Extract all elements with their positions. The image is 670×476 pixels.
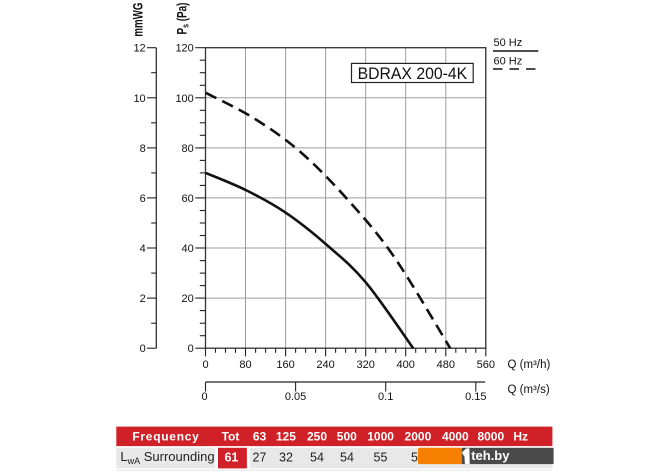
svg-text:100: 100	[175, 93, 193, 105]
svg-text:63: 63	[253, 430, 267, 444]
svg-text:250: 250	[307, 430, 327, 444]
svg-text:40: 40	[182, 243, 194, 255]
svg-text:55: 55	[374, 450, 388, 464]
svg-text:500: 500	[337, 430, 357, 444]
svg-text:27: 27	[253, 450, 267, 464]
svg-text:320: 320	[357, 359, 375, 371]
svg-text:32: 32	[279, 450, 293, 464]
svg-text:6: 6	[140, 193, 146, 205]
svg-text:1000: 1000	[367, 430, 394, 444]
svg-text:0.05: 0.05	[285, 391, 306, 403]
svg-text:LwA Surrounding: LwA Surrounding	[120, 449, 214, 466]
svg-text:Hz: Hz	[513, 430, 528, 444]
svg-text:0: 0	[140, 343, 146, 355]
svg-text:teh.by: teh.by	[471, 448, 510, 463]
svg-text:480: 480	[437, 359, 455, 371]
svg-text:0: 0	[188, 343, 194, 355]
svg-text:54: 54	[340, 450, 354, 464]
svg-text:Ps (Pa): Ps (Pa)	[175, 3, 192, 35]
svg-text:Q (m³/h): Q (m³/h)	[508, 359, 551, 371]
svg-text:120: 120	[175, 43, 193, 55]
svg-text:560: 560	[477, 359, 495, 371]
svg-text:0: 0	[201, 391, 207, 403]
svg-text:2: 2	[140, 293, 146, 305]
svg-text:2000: 2000	[405, 430, 432, 444]
svg-text:80: 80	[239, 359, 251, 371]
svg-text:20: 20	[182, 293, 194, 305]
svg-text:Tot: Tot	[222, 430, 240, 444]
svg-text:8000: 8000	[477, 430, 504, 444]
svg-text:60: 60	[182, 193, 194, 205]
svg-text:12: 12	[133, 43, 145, 55]
svg-text:4000: 4000	[442, 430, 469, 444]
svg-text:10: 10	[133, 93, 145, 105]
svg-text:0: 0	[202, 359, 208, 371]
svg-text:54: 54	[310, 450, 324, 464]
svg-text:240: 240	[316, 359, 334, 371]
svg-text:60 Hz: 60 Hz	[494, 56, 523, 68]
svg-text:Q (m³/s): Q (m³/s)	[508, 384, 550, 396]
svg-text:8: 8	[140, 143, 146, 155]
svg-text:mmWG: mmWG	[130, 3, 145, 37]
svg-text:4: 4	[140, 243, 146, 255]
svg-text:400: 400	[397, 359, 415, 371]
svg-text:80: 80	[182, 143, 194, 155]
svg-text:160: 160	[276, 359, 294, 371]
svg-text:0.15: 0.15	[465, 391, 486, 403]
svg-text:Frequency: Frequency	[132, 430, 199, 444]
svg-text:61: 61	[224, 450, 238, 464]
svg-text:125: 125	[276, 430, 296, 444]
svg-text:50 Hz: 50 Hz	[494, 37, 523, 49]
svg-text:BDRAX 200-4K: BDRAX 200-4K	[358, 65, 468, 83]
svg-text:0.1: 0.1	[378, 391, 393, 403]
